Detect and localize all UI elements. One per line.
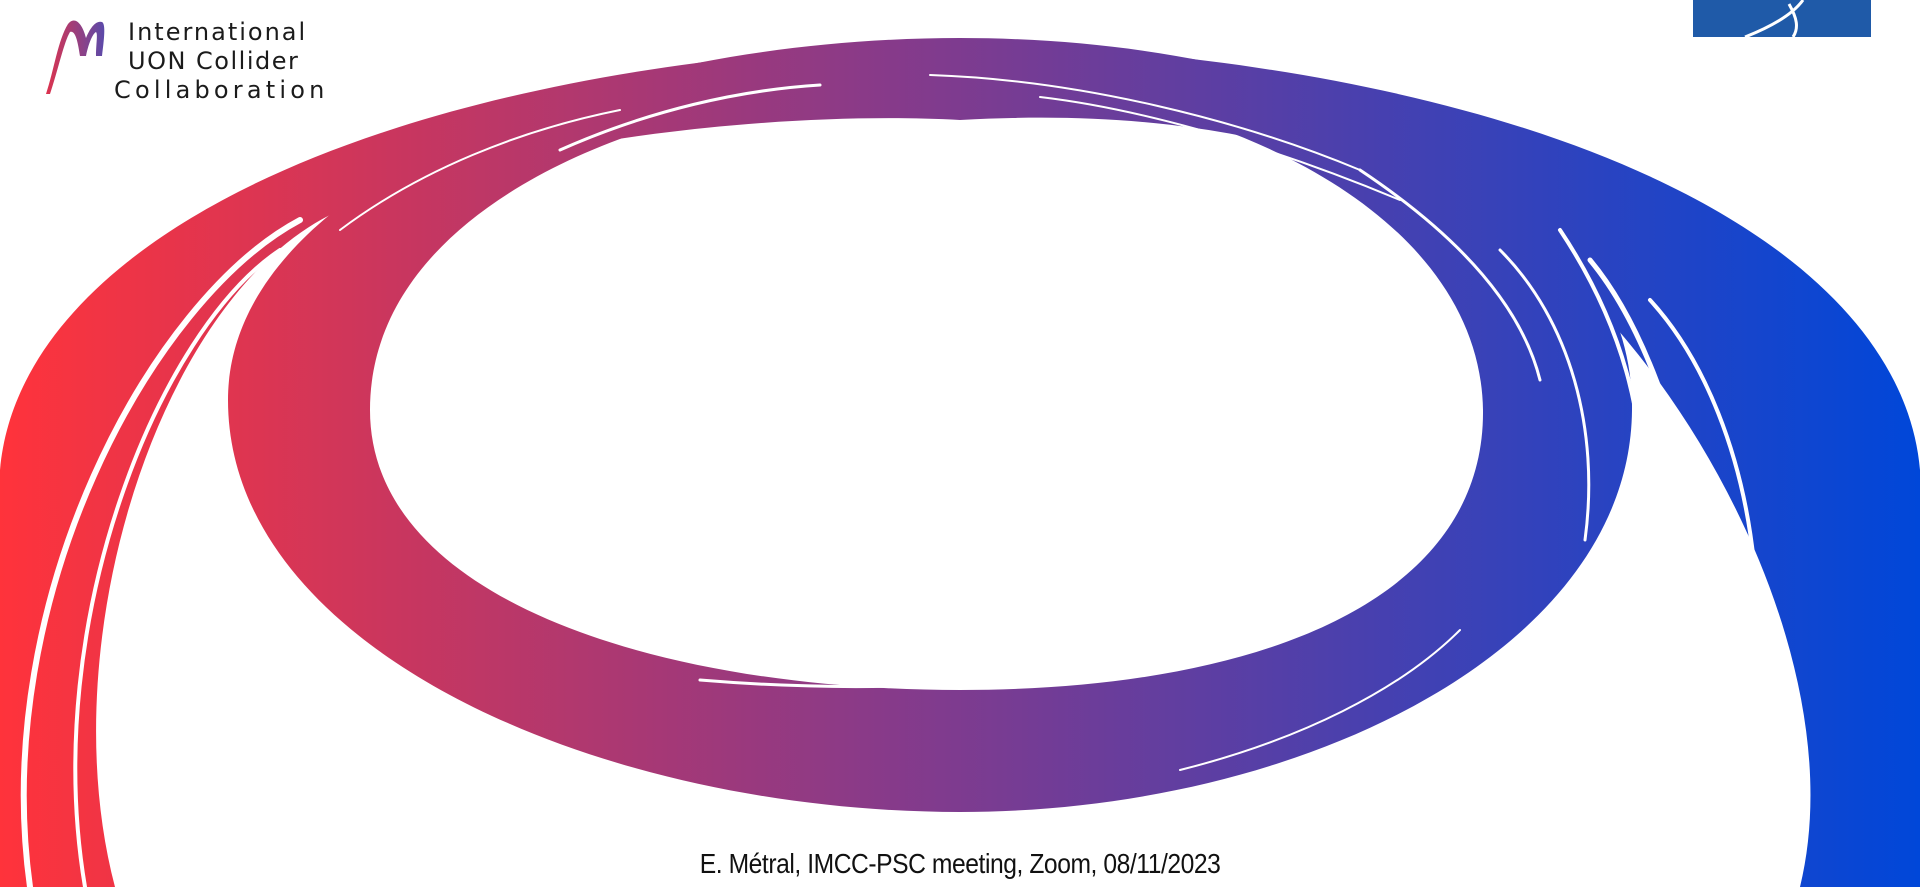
page-number: 19 xyxy=(1674,850,1702,877)
stylized-m-icon xyxy=(46,20,105,94)
institution-logo-icon xyxy=(1693,0,1871,37)
logo-line-international: International xyxy=(128,18,308,46)
collaboration-logo: International UON Collider Collaboration xyxy=(44,10,324,104)
logo-line-collaboration: Collaboration xyxy=(114,76,329,104)
footer-text: E. Métral, IMCC-PSC meeting, Zoom, 08/11… xyxy=(699,848,1221,879)
logo-line-uon-collider: UON Collider xyxy=(128,47,300,75)
